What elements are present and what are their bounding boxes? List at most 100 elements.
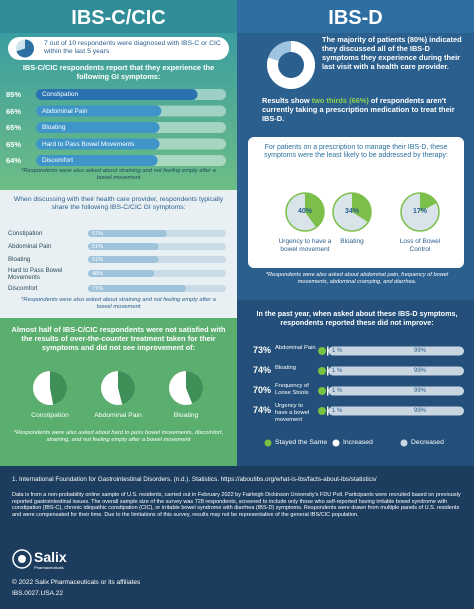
- increased-label: 1 %: [332, 407, 343, 414]
- bar-name: Constipation: [42, 91, 79, 98]
- bar-label: 66%: [6, 106, 22, 116]
- decreased-bar: [328, 386, 464, 396]
- pie-label: Loss of Bowel Control: [399, 238, 441, 253]
- logo-mark: [12, 549, 32, 569]
- logo: Salix: [34, 549, 67, 565]
- therapy-heading: For patients on a prescription to manage…: [264, 144, 448, 160]
- bar-label: 71%: [92, 285, 104, 292]
- increased-bar: [327, 406, 329, 416]
- copyright: © 2022 Salix Pharmaceuticals or its affi…: [12, 579, 141, 586]
- bar-name: Hard to Pass Bowel Movements: [42, 140, 135, 148]
- otc-note: *Respondents were also asked about hard …: [13, 430, 224, 443]
- legend-swatch: [332, 439, 340, 447]
- pie-edge: [332, 192, 372, 232]
- right-discussed-text: The majority of patients (80%) indicated…: [322, 35, 462, 71]
- bar: [36, 105, 162, 117]
- legend-label: Decreased: [411, 439, 444, 446]
- bar-label: 65%: [6, 123, 22, 132]
- diagnosed-text: 7 out of 10 respondents were diagnosed w…: [44, 40, 221, 56]
- bar-label: 65%: [6, 139, 22, 149]
- decreased-label: 99%: [414, 407, 427, 414]
- discussed-note: *Respondents were also asked about strai…: [21, 297, 216, 310]
- left-title: IBS-C/CIC: [71, 7, 166, 29]
- footer-reference: 1. International Foundation for Gastroin…: [12, 476, 377, 483]
- pie-label: Bloating: [340, 238, 364, 245]
- row-name: Frequency of Loose Stools: [275, 383, 309, 396]
- pie-value: 40%: [297, 208, 312, 215]
- stayed-marker: [318, 387, 326, 395]
- diagnosed-box: [8, 37, 229, 60]
- logo-mark-inner: [18, 555, 26, 563]
- increased-bar: [327, 366, 329, 376]
- decreased-label: 99%: [414, 387, 427, 394]
- bar-label: 48%: [92, 270, 104, 277]
- bar-name: Abdominal Pain: [8, 243, 52, 250]
- pie-edge: [400, 192, 440, 232]
- row-name: Abdominal Pain: [275, 345, 316, 351]
- increased-bar: [327, 346, 329, 356]
- therapy-note: *Respondents were also asked about abdom…: [265, 272, 449, 285]
- row-value: 73%: [253, 345, 272, 355]
- decreased-bar: [328, 346, 464, 356]
- pie-hole: [278, 52, 304, 78]
- right-improve-bg: [237, 300, 474, 466]
- bar: [88, 230, 167, 237]
- bar-label: 51%: [92, 243, 104, 250]
- bar: [36, 138, 160, 150]
- bar: [88, 270, 155, 277]
- improve-heading: In the past year, when asked about these…: [256, 309, 458, 327]
- legend-label: Increased: [343, 439, 373, 446]
- bar: [36, 122, 160, 133]
- increased-bar: [327, 386, 329, 396]
- decreased-label: 99%: [414, 347, 427, 354]
- pie-label: Urgency to have a bowel movement: [278, 238, 332, 253]
- decreased-bar: [328, 406, 464, 416]
- pie-label: Bloating: [173, 412, 199, 419]
- pie-label: Abdominal Pain: [94, 412, 142, 419]
- bar-label: 85%: [6, 90, 22, 99]
- bar: [88, 285, 186, 292]
- legend-label: Stayed the Same: [275, 439, 328, 446]
- bar-label: 51%: [92, 256, 104, 263]
- row-name: Bloating: [275, 365, 296, 371]
- row-name: Urgency to have a bowel movement: [275, 403, 310, 423]
- bar: [36, 89, 198, 100]
- experience-heading: IBS-C/CIC respondents report that they e…: [22, 63, 215, 81]
- increased-label: 1 %: [332, 347, 343, 354]
- increased-label: 1 %: [332, 387, 343, 394]
- text: Results show: [262, 96, 312, 105]
- bar-label: 64%: [6, 156, 22, 165]
- pie-label: Constipation: [31, 412, 69, 419]
- pie-slice: [186, 371, 204, 404]
- right-header-bg: [237, 0, 474, 33]
- stayed-marker: [318, 367, 326, 375]
- stayed-marker: [318, 407, 326, 415]
- pie-slice: [305, 193, 324, 228]
- highlight-text: two thirds (66%): [311, 96, 369, 105]
- bar-name: Abdominal Pain: [42, 107, 88, 115]
- discussed-heading: When discussing with their health care p…: [13, 196, 224, 212]
- bar-name: Discomfort: [42, 157, 74, 164]
- pie-edge: [285, 192, 325, 232]
- bar-name: Bloating: [42, 124, 66, 131]
- bar-name: Discomfort: [8, 285, 38, 292]
- left-header-bg: [0, 0, 237, 33]
- bar: [88, 256, 159, 263]
- bar-label: 57%: [92, 230, 104, 237]
- results-text: Results show two thirds (66%) of respond…: [262, 96, 467, 124]
- pie-slice: [16, 39, 34, 58]
- row-value: 70%: [253, 385, 272, 395]
- experience-note: *Respondents were also asked about strai…: [21, 168, 216, 181]
- pie-slice: [118, 371, 135, 405]
- increased-label: 1 %: [332, 367, 343, 374]
- decreased-bar: [328, 366, 464, 376]
- bar: [88, 243, 159, 250]
- decreased-label: 99%: [414, 367, 427, 374]
- bar-name: Bloating: [8, 256, 31, 263]
- pie-slice: [50, 371, 67, 405]
- stayed-marker: [318, 347, 326, 355]
- otc-heading: Almost half of IBS-C/CIC respondents wer…: [11, 325, 226, 352]
- legend-swatch: [264, 439, 272, 447]
- right-title: IBS-D: [328, 7, 383, 29]
